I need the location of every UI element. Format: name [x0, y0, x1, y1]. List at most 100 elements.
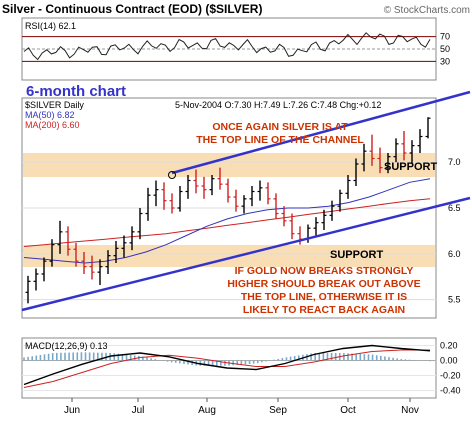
chart-tag: 6-month chart	[26, 83, 126, 100]
price-bar	[89, 255, 95, 280]
price-bar	[257, 180, 263, 201]
price-bar	[177, 186, 183, 212]
macd-label: MACD(12,26,9) 0.13	[25, 341, 108, 351]
support-label-lower: SUPPORT	[330, 249, 383, 261]
rsi-tick-label: 30	[440, 56, 450, 66]
price-bar	[313, 217, 319, 236]
rsi-line	[23, 32, 431, 61]
price-bar	[161, 182, 167, 210]
price-bar	[33, 268, 39, 291]
price-tick-labels: 7.0 6.5 6.0 5.5	[448, 157, 461, 304]
price-bar	[225, 178, 231, 203]
price-bar	[153, 180, 159, 207]
price-bar	[145, 187, 151, 221]
price-bar	[393, 138, 399, 163]
annotation-top-line-2: THE TOP LINE OF THE CHANNEL	[196, 134, 364, 146]
rsi-gridlines	[22, 36, 436, 62]
annotation-gold-2: HIGHER SHOULD BREAK OUT ABOVE	[227, 278, 420, 290]
macd-tick-label: 0.00	[440, 356, 458, 366]
price-bar	[321, 209, 327, 230]
rsi-tick-label: 70	[440, 32, 450, 42]
price-bar	[185, 175, 191, 199]
price-series-label: $SILVER Daily	[25, 100, 84, 110]
price-bars	[25, 117, 431, 304]
macd-tick-label: -0.20	[440, 371, 461, 381]
price-bar	[385, 153, 391, 174]
price-bar	[113, 241, 119, 263]
ma50-legend: MA(50) 6.82	[25, 110, 75, 120]
price-bar	[121, 235, 127, 258]
price-bar	[377, 147, 383, 174]
ma200-legend: MA(200) 6.60	[25, 120, 80, 130]
macd-histogram	[23, 352, 431, 366]
price-bar	[353, 158, 359, 186]
price-bar	[57, 220, 63, 254]
price-bar	[169, 193, 175, 214]
annotation-gold-4: LIKELY TO REACT BACK AGAIN	[243, 304, 405, 316]
price-bar	[241, 195, 247, 214]
price-bar	[345, 175, 351, 199]
price-bar	[233, 189, 239, 212]
price-bar	[65, 226, 71, 256]
price-bar	[137, 208, 143, 240]
price-bar	[409, 140, 415, 164]
price-bar	[217, 167, 223, 190]
price-bar	[361, 143, 367, 172]
ma200-line	[23, 198, 431, 247]
macd-line	[23, 344, 431, 386]
price-bar	[81, 252, 87, 274]
macd-tick-labels: 0.20 0.00 -0.20 -0.40	[440, 341, 461, 396]
price-bar	[417, 129, 423, 153]
price-bar	[337, 189, 343, 212]
price-bar	[73, 242, 79, 267]
macd-signal-line	[23, 349, 430, 388]
price-gridlines	[22, 161, 436, 301]
price-bar	[265, 182, 271, 205]
macd-tick-label: 0.20	[440, 341, 458, 351]
price-bar	[401, 131, 407, 161]
month-axis: Jun Jul Aug Sep Oct Nov	[64, 398, 419, 416]
price-bar	[49, 239, 55, 267]
price-bar	[209, 175, 215, 196]
price-bar	[425, 117, 431, 139]
price-bar	[105, 250, 111, 274]
month-label: Sep	[269, 405, 287, 416]
price-tick-label: 6.5	[448, 203, 461, 213]
month-label: Aug	[198, 405, 216, 416]
annotation-gold-1: IF GOLD NOW BREAKS STRONGLY	[235, 265, 414, 277]
price-bar	[25, 275, 31, 304]
rsi-label: RSI(14) 62.1	[25, 21, 76, 31]
price-bar	[273, 193, 279, 219]
price-bar	[97, 259, 103, 285]
month-label: Jun	[64, 405, 80, 416]
support-band-lower	[23, 245, 435, 267]
price-bar	[289, 213, 295, 240]
brand-label: © StockCharts.com	[384, 5, 470, 16]
price-bar	[249, 186, 255, 207]
annotation-top-line-1: ONCE AGAIN SILVER IS AT	[212, 121, 348, 133]
macd-tick-label: -0.40	[440, 386, 461, 396]
price-bar	[329, 200, 335, 221]
price-bar	[41, 257, 47, 282]
price-tick-label: 6.0	[448, 249, 461, 259]
month-label: Jul	[132, 405, 145, 416]
price-bar	[193, 169, 199, 194]
annotation-gold-3: THE TOP LINE, OTHERWISE IT IS	[241, 291, 407, 303]
price-tick-label: 5.5	[448, 295, 461, 305]
chart-title: Silver - Continuous Contract (EOD) ($SIL…	[2, 2, 262, 16]
month-label: Nov	[401, 405, 419, 416]
month-label: Oct	[340, 405, 356, 416]
price-bar	[129, 226, 135, 251]
price-bar	[369, 134, 375, 166]
channel-anchor-point	[168, 171, 176, 179]
support-label-upper: SUPPORT	[384, 161, 437, 173]
price-tick-label: 7.0	[448, 157, 461, 167]
price-bar	[281, 206, 287, 227]
price-bar	[201, 176, 207, 199]
channel-bottom-line	[21, 196, 471, 312]
ohlc-readout: 5-Nov-2004 O:7.30 H:7.49 L:7.26 C:7.48 C…	[175, 100, 381, 110]
rsi-tick-label: 50	[440, 44, 450, 54]
rsi-tick-labels: 70 50 30	[440, 32, 450, 67]
